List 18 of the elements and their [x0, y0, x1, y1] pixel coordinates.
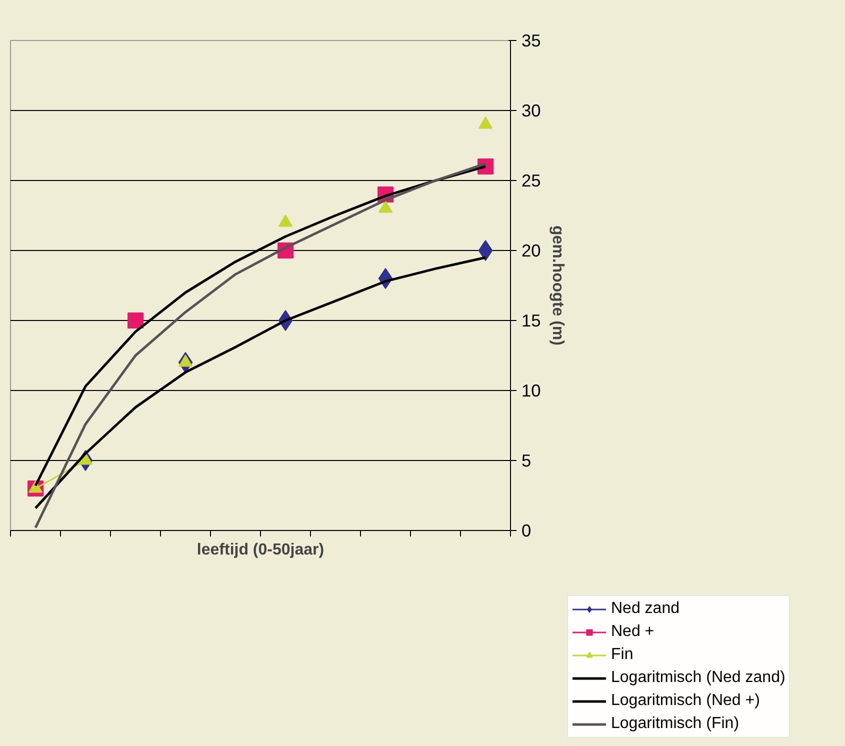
legend-label: Ned zand — [611, 600, 680, 618]
y-axis-title: gem.hoogte (m) — [548, 226, 566, 346]
point — [128, 312, 144, 328]
point — [478, 240, 493, 261]
legend-label: Logaritmisch (Fin) — [611, 715, 740, 733]
y-tick-label: 10 — [522, 380, 541, 400]
y-tick-label: 15 — [522, 310, 541, 330]
x-axis-title: leeftijd (0-50jaar) — [196, 542, 324, 558]
y-tick-label: 5 — [522, 450, 532, 470]
y-tick-label: 30 — [522, 100, 541, 120]
y-tick-label: 0 — [522, 520, 532, 540]
legend-label: Fin — [611, 646, 634, 664]
legend-label: Ned + — [611, 623, 654, 641]
y-tick-label: 25 — [522, 170, 541, 190]
legend-label: Logaritmisch (Ned +) — [611, 692, 760, 710]
legend-label: Logaritmisch (Ned zand) — [611, 669, 786, 687]
y-tick-label: 35 — [522, 30, 541, 50]
y-tick-label: 20 — [522, 240, 541, 260]
